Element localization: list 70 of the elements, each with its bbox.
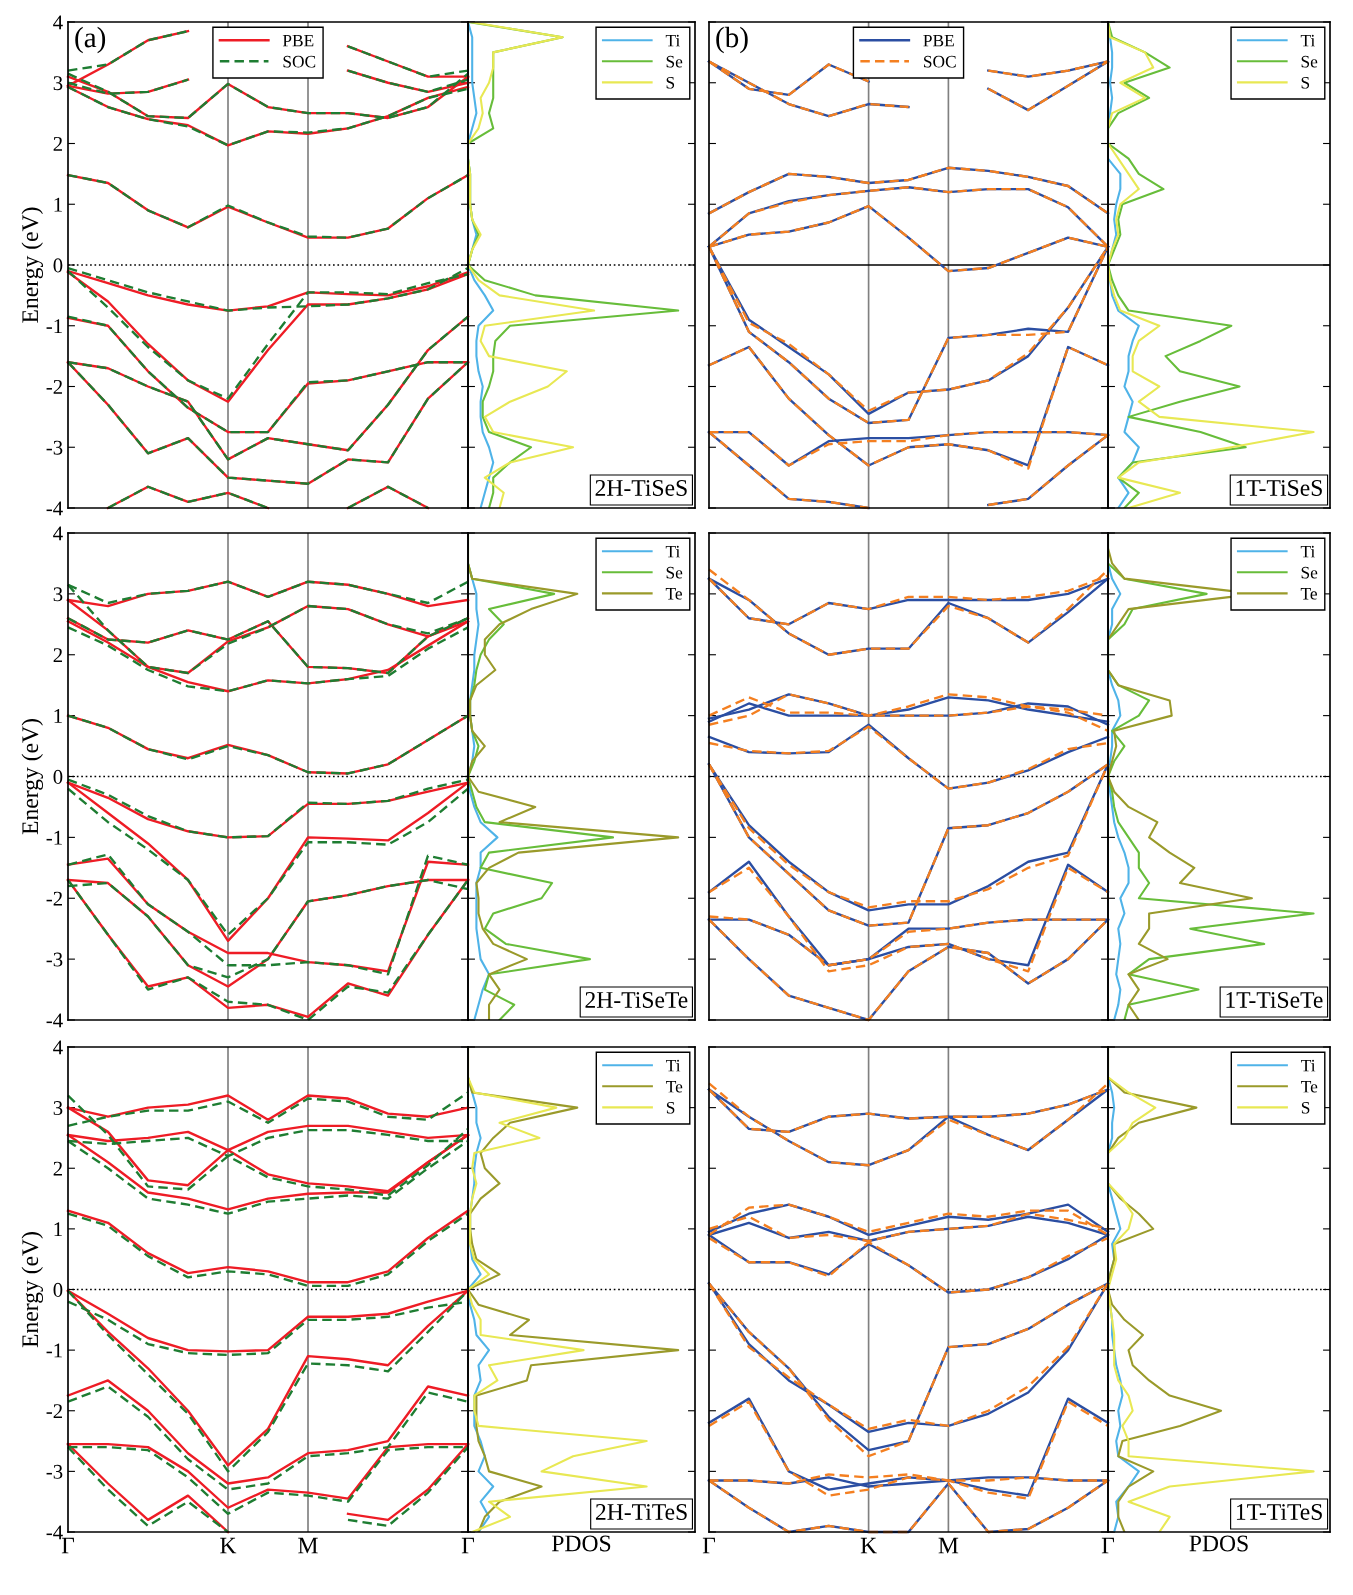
- y-tick-label: -2: [46, 1404, 62, 1418]
- y-tick-label: -4: [46, 1013, 63, 1028]
- legend-label: Ti: [666, 1059, 681, 1072]
- y-tick-label: 3: [53, 587, 63, 602]
- legend-label: Se: [666, 55, 683, 68]
- legend-label: Se: [666, 566, 683, 579]
- y-tick-label: 2: [53, 648, 62, 662]
- x-axis-title: PDOS: [1189, 1535, 1248, 1552]
- x-axis-title: PDOS: [552, 1535, 611, 1552]
- annotation: 1T-TiSeTe: [1226, 992, 1323, 1008]
- y-tick-label: 4: [53, 15, 63, 30]
- y-axis-title: Energy (eV): [21, 207, 44, 323]
- x-tick-label: Γ: [61, 1537, 75, 1554]
- x-tick-label: Γ: [1101, 1537, 1115, 1554]
- y-tick-label: 3: [53, 76, 63, 91]
- annotation: 1T-TiSeS: [1236, 480, 1322, 496]
- x-tick-label: K: [220, 1537, 237, 1554]
- legend-label: Ti: [665, 545, 680, 558]
- y-tick-label: 2: [53, 1161, 62, 1176]
- y-tick-label: 0: [53, 258, 63, 273]
- annotation: 2H-TiSeTe: [585, 992, 688, 1008]
- annotation: (a): [75, 26, 106, 54]
- y-tick-label: -2: [46, 891, 62, 906]
- y-tick-label: 1: [54, 709, 62, 723]
- legend-label: Te: [666, 1081, 683, 1093]
- y-tick-label: -4: [46, 501, 63, 516]
- legend-label: Te: [1300, 588, 1317, 600]
- legend-label: Ti: [1300, 34, 1315, 47]
- legend-label: SOC: [283, 55, 316, 68]
- y-tick-label: -3: [46, 1464, 63, 1479]
- x-tick-label: Γ: [461, 1537, 475, 1554]
- legend-label: Ti: [665, 34, 680, 47]
- annotation: 2H-TiSeS: [595, 480, 687, 496]
- x-tick-label: K: [860, 1537, 877, 1554]
- y-tick-label: 0: [53, 1282, 63, 1297]
- annotation: (b): [716, 26, 748, 54]
- legend-label: Te: [1301, 1081, 1318, 1093]
- y-tick-label: 0: [53, 769, 63, 784]
- y-tick-label: 4: [53, 526, 63, 541]
- x-tick-label: M: [938, 1537, 959, 1554]
- legend-label: PBE: [923, 34, 954, 47]
- legend-label: S: [1301, 1101, 1310, 1114]
- x-tick-label: Γ: [702, 1537, 716, 1554]
- legend-label: PBE: [282, 34, 314, 47]
- y-tick-label: -3: [46, 440, 63, 455]
- y-tick-label: -2: [46, 379, 62, 394]
- legend-label: Te: [665, 588, 682, 600]
- y-tick-label: -1: [46, 830, 62, 845]
- y-tick-label: 3: [53, 1101, 63, 1116]
- legend-label: Se: [1301, 566, 1318, 579]
- annotation: 2H-TiTeS: [595, 1504, 687, 1520]
- legend-label: S: [666, 1101, 675, 1114]
- legend-label: Se: [1301, 55, 1318, 68]
- y-tick-label: 2: [53, 136, 62, 151]
- legend-label: S: [666, 76, 675, 89]
- y-tick-label: -4: [46, 1525, 63, 1540]
- annotation: 1T-TiTeS: [1236, 1504, 1322, 1520]
- y-tick-label: 1: [54, 197, 62, 212]
- y-tick-label: 1: [54, 1222, 62, 1237]
- y-axis-title: Energy (eV): [21, 719, 44, 835]
- legend-label: S: [1301, 76, 1310, 89]
- legend-label: Ti: [1301, 1059, 1316, 1072]
- y-tick-label: -1: [46, 1343, 62, 1358]
- y-axis-title: Energy (eV): [21, 1232, 44, 1348]
- y-tick-label: 4: [53, 1040, 63, 1055]
- legend-label: Ti: [1300, 545, 1315, 558]
- legend-label: SOC: [924, 55, 956, 68]
- x-tick-label: M: [298, 1537, 318, 1554]
- y-tick-label: -3: [46, 952, 63, 967]
- y-tick-label: -1: [46, 319, 62, 333]
